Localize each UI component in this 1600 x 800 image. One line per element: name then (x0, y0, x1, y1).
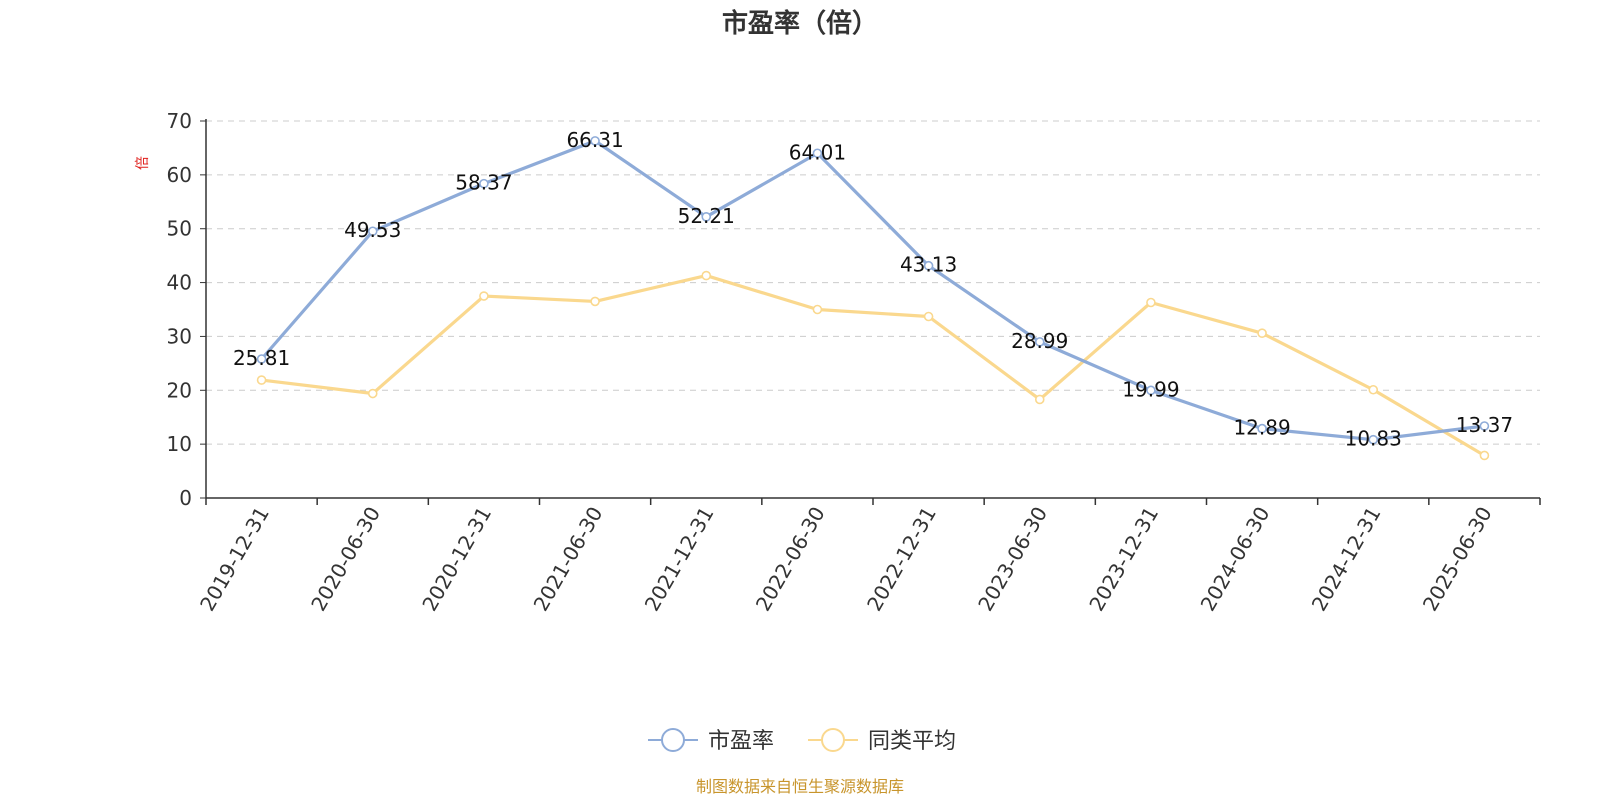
x-tick-label: 2023-12-31 (1084, 503, 1163, 616)
series-1-point (256, 354, 267, 364)
grid (206, 120, 1540, 445)
x-tick-label: 2019-12-31 (195, 503, 274, 616)
x-tick-label: 2021-12-31 (640, 503, 719, 616)
series-1-point (923, 260, 934, 271)
x-tick-label: 2022-06-30 (751, 503, 830, 616)
series-1-point (479, 178, 489, 189)
legend-marker-series-1 (661, 728, 685, 752)
legend-item-series-1[interactable]: 市盈率 (648, 728, 774, 754)
series-2-point (1034, 394, 1045, 405)
y-tick-label: 40 (167, 271, 192, 295)
series-2-point (367, 388, 378, 399)
legend-label-series-1: 市盈率 (708, 729, 774, 754)
legend: 市盈率 同类平均 (648, 728, 956, 754)
data-label: 13.37 (1456, 413, 1513, 437)
y-tick-label: 0 (179, 486, 192, 510)
data-label: 43.13 (900, 253, 957, 277)
series-1-point (1368, 434, 1379, 445)
data-labels: 25.81 49.53 58.37 66.31 52.21 64.01 43.13 28.99… (233, 128, 1513, 451)
y-tick-label: 70 (167, 109, 192, 133)
legend-marker-series-2 (821, 728, 845, 752)
data-label: 58.37 (455, 171, 512, 195)
series-2-point (590, 296, 600, 307)
legend-item-series-2[interactable]: 同类平均 (808, 728, 956, 754)
y-tick-label: 30 (167, 324, 192, 348)
series-1-point (367, 226, 378, 237)
series-1-point (812, 148, 823, 159)
series-1-point (1257, 423, 1267, 434)
series (256, 136, 1490, 461)
series-line-2 (259, 273, 1487, 458)
chart-title: 市盈率（倍） (722, 8, 878, 39)
series-2-point (1479, 450, 1490, 461)
axes: 0 10 20 30 40 50 60 70 2019-12-31 2020-06-30 2020-… (167, 109, 1541, 616)
data-label: 19.99 (1122, 377, 1179, 401)
x-tick-label: 2024-06-30 (1196, 503, 1275, 616)
x-tick-label: 2023-06-30 (973, 503, 1052, 616)
data-label: 64.01 (789, 140, 846, 164)
series-2-point (923, 311, 934, 322)
series-2-point (1368, 384, 1379, 395)
series-1-point (590, 136, 600, 146)
x-tick-label: 2020-06-30 (306, 503, 385, 616)
data-label: 28.99 (1011, 329, 1068, 353)
x-tick-label: 2022-12-31 (862, 502, 941, 615)
data-label: 25.81 (233, 346, 290, 370)
series-1-point (1479, 421, 1490, 431)
data-label: 66.31 (566, 128, 623, 152)
data-label: 10.83 (1345, 427, 1402, 451)
legend-label-series-2: 同类平均 (868, 729, 956, 754)
series-2-point (1146, 297, 1156, 308)
series-line-1 (259, 139, 1487, 442)
data-label: 49.53 (344, 218, 401, 242)
data-label: 52.21 (678, 204, 735, 228)
series-2-point (479, 291, 489, 301)
y-tick-label: 60 (167, 163, 192, 187)
series-1-point (1146, 385, 1156, 396)
x-tick-label: 2024-12-31 (1307, 503, 1386, 616)
series-2-point (1257, 328, 1267, 338)
y-tick-label: 10 (167, 432, 192, 456)
series-2-point (701, 270, 712, 281)
data-label: 12.89 (1233, 416, 1290, 440)
y-tick-label: 20 (167, 378, 192, 402)
y-tick-label: 50 (167, 217, 192, 241)
series-1-point (701, 212, 712, 222)
series-1-point (1034, 337, 1045, 347)
series-2-point (256, 375, 267, 385)
source-note: 制图数据来自恒生聚源数据库 (696, 777, 904, 796)
y-axis-label: 倍 (135, 156, 151, 170)
x-tick-label: 2020-12-31 (417, 502, 496, 615)
x-tick-label: 2025-06-30 (1418, 503, 1497, 616)
series-2-point (812, 304, 823, 315)
x-tick-label: 2021-06-30 (529, 503, 608, 616)
